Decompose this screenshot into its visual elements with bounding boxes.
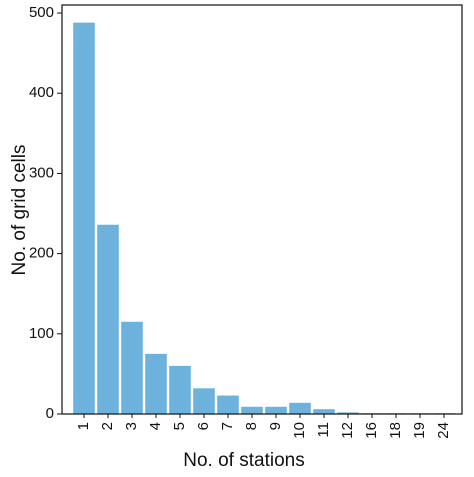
y-tick-label: 300 bbox=[29, 164, 54, 181]
bar bbox=[193, 388, 215, 414]
y-tick-label: 200 bbox=[29, 245, 54, 262]
x-tick-label: 12 bbox=[339, 422, 356, 439]
x-tick-label: 9 bbox=[267, 422, 284, 430]
bar bbox=[145, 353, 167, 414]
y-tick-label: 500 bbox=[29, 4, 54, 21]
x-tick-label: 10 bbox=[291, 422, 308, 439]
bar bbox=[313, 409, 335, 414]
x-tick-label: 6 bbox=[195, 422, 212, 430]
x-tick-label: 5 bbox=[171, 422, 188, 430]
plot-frame bbox=[61, 4, 463, 415]
bar bbox=[121, 321, 143, 414]
y-axis-title: No. of grid cells bbox=[9, 145, 30, 276]
y-tick-label: 100 bbox=[29, 325, 54, 342]
x-tick-label: 1 bbox=[75, 422, 92, 430]
bar bbox=[289, 402, 311, 414]
y-tick-label: 0 bbox=[46, 405, 54, 422]
x-axis-title: No. of stations bbox=[183, 450, 304, 471]
bar bbox=[97, 224, 119, 414]
bar bbox=[217, 395, 239, 414]
x-tick-label: 3 bbox=[123, 422, 140, 430]
x-tick-label: 24 bbox=[435, 422, 452, 439]
bar bbox=[337, 412, 359, 414]
x-tick-label: 19 bbox=[411, 422, 428, 439]
x-tick-label: 7 bbox=[219, 422, 236, 430]
x-tick-label: 18 bbox=[387, 422, 404, 439]
bar bbox=[169, 365, 191, 414]
x-tick-label: 16 bbox=[363, 422, 380, 439]
bar bbox=[265, 406, 287, 414]
x-tick-label: 2 bbox=[99, 422, 116, 430]
x-tick-label: 8 bbox=[243, 422, 260, 430]
x-tick-label: 4 bbox=[147, 422, 164, 430]
x-tick-label: 11 bbox=[315, 422, 332, 438]
bar bbox=[241, 406, 263, 414]
y-tick-label: 400 bbox=[29, 84, 54, 101]
bar bbox=[73, 22, 95, 415]
